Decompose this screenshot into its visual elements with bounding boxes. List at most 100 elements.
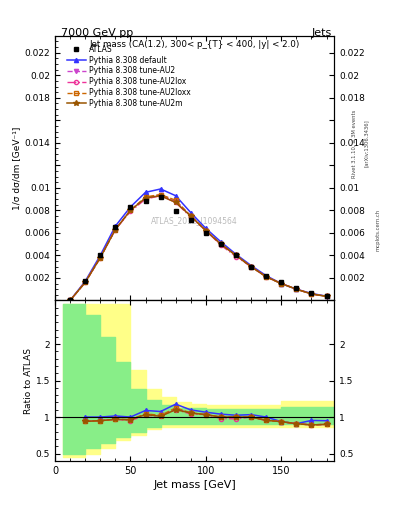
Pythia 8.308 tune-AU2loxx: [98, 254, 103, 261]
Pythia 8.308 tune-AU2lox: [98, 254, 103, 261]
Pythia 8.308 tune-AU2m: [113, 226, 118, 232]
Pythia 8.308 tune-AU2m: [68, 297, 72, 304]
Text: Jet mass (CA(1.2), 300< p_{T} < 400, |y| < 2.0): Jet mass (CA(1.2), 300< p_{T} < 400, |y|…: [89, 40, 300, 49]
Pythia 8.308 tune-AU2lox: [279, 281, 284, 287]
Pythia 8.308 tune-AU2m: [249, 264, 253, 270]
Pythia 8.308 tune-AU2: [68, 297, 72, 304]
Pythia 8.308 default: [188, 209, 193, 216]
ATLAS: [324, 293, 329, 299]
ATLAS: [68, 297, 72, 304]
Pythia 8.308 tune-AU2loxx: [68, 297, 72, 304]
Pythia 8.308 tune-AU2loxx: [234, 252, 239, 259]
ATLAS: [234, 252, 239, 259]
Pythia 8.308 tune-AU2m: [219, 241, 223, 247]
Pythia 8.308 tune-AU2: [264, 274, 268, 280]
ATLAS: [219, 241, 223, 247]
Pythia 8.308 tune-AU2lox: [188, 214, 193, 220]
Pythia 8.308 tune-AU2loxx: [204, 227, 208, 233]
Pythia 8.308 default: [98, 252, 103, 259]
Pythia 8.308 tune-AU2lox: [128, 208, 133, 215]
Pythia 8.308 default: [309, 290, 314, 296]
ATLAS: [188, 218, 193, 224]
Pythia 8.308 tune-AU2m: [188, 213, 193, 219]
Pythia 8.308 default: [279, 281, 284, 287]
Y-axis label: Ratio to ATLAS: Ratio to ATLAS: [24, 348, 33, 414]
ATLAS: [173, 208, 178, 215]
Pythia 8.308 tune-AU2loxx: [188, 213, 193, 219]
Pythia 8.308 tune-AU2: [234, 252, 239, 259]
ATLAS: [83, 278, 88, 284]
Pythia 8.308 tune-AU2: [309, 291, 314, 297]
Text: ATLAS_2012_I1094564: ATLAS_2012_I1094564: [151, 217, 238, 226]
Pythia 8.308 tune-AU2lox: [113, 226, 118, 232]
Pythia 8.308 tune-AU2: [158, 191, 163, 198]
ATLAS: [158, 194, 163, 200]
Pythia 8.308 tune-AU2m: [324, 293, 329, 300]
Pythia 8.308 tune-AU2lox: [219, 242, 223, 248]
Legend: ATLAS, Pythia 8.308 default, Pythia 8.308 tune-AU2, Pythia 8.308 tune-AU2lox, Py: ATLAS, Pythia 8.308 default, Pythia 8.30…: [64, 42, 193, 111]
Pythia 8.308 tune-AU2m: [173, 199, 178, 205]
Text: Jets: Jets: [312, 28, 332, 38]
Pythia 8.308 tune-AU2lox: [173, 199, 178, 205]
Pythia 8.308 tune-AU2loxx: [309, 291, 314, 297]
Pythia 8.308 tune-AU2m: [204, 227, 208, 233]
Pythia 8.308 tune-AU2lox: [249, 264, 253, 270]
Pythia 8.308 default: [128, 204, 133, 210]
Pythia 8.308 tune-AU2: [173, 198, 178, 204]
Pythia 8.308 default: [158, 186, 163, 192]
Pythia 8.308 tune-AU2: [98, 254, 103, 261]
Pythia 8.308 default: [249, 263, 253, 269]
Pythia 8.308 tune-AU2: [188, 213, 193, 219]
Pythia 8.308 tune-AU2loxx: [158, 191, 163, 198]
Pythia 8.308 default: [173, 193, 178, 199]
X-axis label: Jet mass [GeV]: Jet mass [GeV]: [153, 480, 236, 490]
ATLAS: [128, 204, 133, 210]
Pythia 8.308 default: [68, 297, 72, 304]
ATLAS: [143, 198, 148, 204]
Pythia 8.308 default: [113, 223, 118, 229]
ATLAS: [264, 272, 268, 279]
Pythia 8.308 default: [324, 293, 329, 299]
Line: Pythia 8.308 tune-AU2lox: Pythia 8.308 tune-AU2lox: [68, 194, 329, 303]
Pythia 8.308 tune-AU2lox: [143, 196, 148, 202]
Pythia 8.308 default: [204, 225, 208, 231]
Text: Rivet 3.1.10, ≥ 3M events: Rivet 3.1.10, ≥ 3M events: [352, 109, 357, 178]
Pythia 8.308 tune-AU2m: [264, 274, 268, 280]
Text: mcplots.cern.ch: mcplots.cern.ch: [375, 209, 380, 251]
Pythia 8.308 tune-AU2m: [143, 195, 148, 201]
Pythia 8.308 tune-AU2m: [158, 193, 163, 199]
Pythia 8.308 tune-AU2: [249, 264, 253, 270]
Pythia 8.308 tune-AU2m: [294, 286, 299, 292]
Pythia 8.308 tune-AU2lox: [68, 297, 72, 304]
Pythia 8.308 tune-AU2m: [234, 252, 239, 259]
Pythia 8.308 tune-AU2lox: [204, 227, 208, 233]
Pythia 8.308 tune-AU2loxx: [83, 280, 88, 286]
Pythia 8.308 tune-AU2loxx: [173, 197, 178, 203]
Pythia 8.308 tune-AU2m: [128, 207, 133, 214]
Pythia 8.308 tune-AU2lox: [158, 193, 163, 199]
Y-axis label: 1/σ dσ/dm [GeV⁻¹]: 1/σ dσ/dm [GeV⁻¹]: [13, 126, 22, 210]
Pythia 8.308 tune-AU2loxx: [113, 226, 118, 232]
Pythia 8.308 tune-AU2loxx: [324, 293, 329, 300]
Pythia 8.308 tune-AU2m: [279, 281, 284, 287]
Pythia 8.308 tune-AU2loxx: [279, 281, 284, 287]
ATLAS: [204, 230, 208, 236]
Pythia 8.308 tune-AU2: [219, 241, 223, 247]
Pythia 8.308 default: [294, 286, 299, 292]
Pythia 8.308 tune-AU2loxx: [219, 241, 223, 247]
Pythia 8.308 tune-AU2m: [83, 280, 88, 286]
Line: Pythia 8.308 tune-AU2: Pythia 8.308 tune-AU2: [68, 193, 329, 303]
ATLAS: [98, 252, 103, 259]
ATLAS: [249, 264, 253, 270]
Pythia 8.308 tune-AU2lox: [264, 274, 268, 280]
Pythia 8.308 tune-AU2: [204, 227, 208, 233]
ATLAS: [309, 290, 314, 296]
ATLAS: [113, 224, 118, 230]
Pythia 8.308 default: [83, 278, 88, 284]
Pythia 8.308 tune-AU2: [143, 195, 148, 201]
Pythia 8.308 tune-AU2loxx: [128, 207, 133, 214]
Pythia 8.308 tune-AU2loxx: [249, 264, 253, 270]
Pythia 8.308 tune-AU2lox: [309, 291, 314, 297]
Pythia 8.308 tune-AU2: [279, 281, 284, 287]
ATLAS: [294, 285, 299, 291]
